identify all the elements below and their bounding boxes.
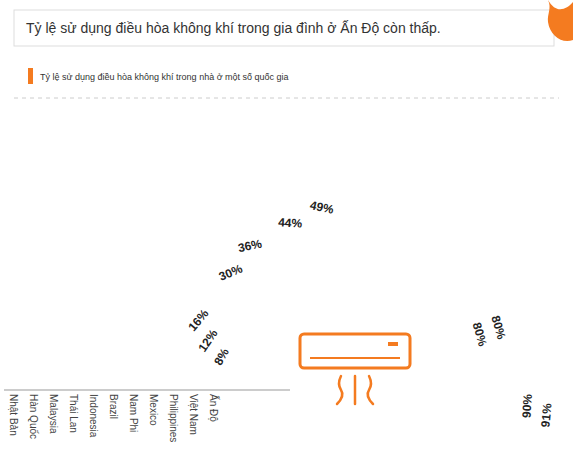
data-label: 91% [538, 402, 554, 428]
category-label: Malaysia [48, 394, 59, 434]
category-label: Việt Nam [188, 394, 199, 435]
data-label: 8% [211, 345, 232, 367]
ac-wave [354, 376, 357, 404]
separator [14, 98, 559, 99]
subtitle-marker [28, 68, 33, 84]
labels: 91% Nhật Bản 90% Hàn Quốc 80% Malaysia 80% Thái… [8, 198, 555, 442]
category-label: Mexico [148, 394, 159, 426]
ac-wave [368, 376, 373, 404]
ac-vent [310, 357, 400, 359]
data-label: 90% [519, 393, 535, 418]
category-label: Ấn Độ [208, 394, 220, 422]
baseline [4, 390, 290, 391]
category-label: Philippines [168, 394, 179, 442]
data-label: 80% [470, 321, 490, 348]
data-label: 30% [217, 261, 245, 283]
chart: Tỷ lệ sử dụng điều hòa không khí trong g… [0, 0, 573, 450]
title: Tỷ lệ sử dụng điều hòa không khí trong g… [26, 20, 441, 36]
ac-light [388, 342, 398, 346]
ac-wave [337, 376, 342, 404]
category-label: Indonesia [88, 394, 99, 438]
ac-body [300, 334, 410, 368]
title-box [14, 10, 554, 46]
category-label: Brazil [108, 394, 119, 419]
data-label: 80% [488, 314, 508, 341]
ac-icon [300, 334, 410, 404]
data-label: 36% [237, 236, 264, 255]
category-label: Nhật Bản [8, 394, 19, 436]
data-label: 49% [309, 198, 336, 217]
category-label: Thái Lan [68, 394, 79, 433]
data-label: 44% [278, 215, 303, 230]
category-label: Nam Phi [128, 394, 139, 432]
subtitle: Tỷ lệ sử dụng điều hòa không khí trong n… [40, 72, 289, 82]
category-label: Hàn Quốc [28, 394, 39, 439]
decoration [548, 0, 573, 41]
